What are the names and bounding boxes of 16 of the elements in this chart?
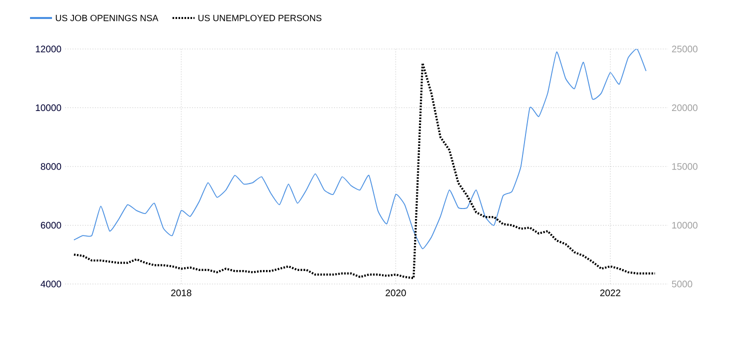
x-tick-label: 2018 bbox=[171, 290, 192, 296]
x-tick-label: 2022 bbox=[600, 290, 620, 296]
y-tick-label: 6000 bbox=[40, 222, 62, 229]
line-series bbox=[73, 49, 646, 250]
x-tick-label: 2020 bbox=[386, 290, 406, 296]
y2-tick-label: 5000 bbox=[672, 280, 692, 288]
y-tick-label: 8000 bbox=[40, 163, 62, 170]
y-tick-label: 12000 bbox=[36, 46, 62, 52]
y2-tick-label: 25000 bbox=[672, 46, 698, 52]
y-tick-label: 4000 bbox=[40, 280, 62, 288]
legend-label: US UNEMPLOYED PERSONS bbox=[198, 14, 322, 22]
y2-tick-label: 20000 bbox=[672, 104, 698, 112]
y2-tick-label: 15000 bbox=[672, 163, 698, 170]
y2-tick-label: 10000 bbox=[672, 222, 698, 229]
y-tick-label: 10000 bbox=[36, 104, 62, 112]
legend-label: US JOB OPENINGS NSA bbox=[56, 14, 158, 22]
